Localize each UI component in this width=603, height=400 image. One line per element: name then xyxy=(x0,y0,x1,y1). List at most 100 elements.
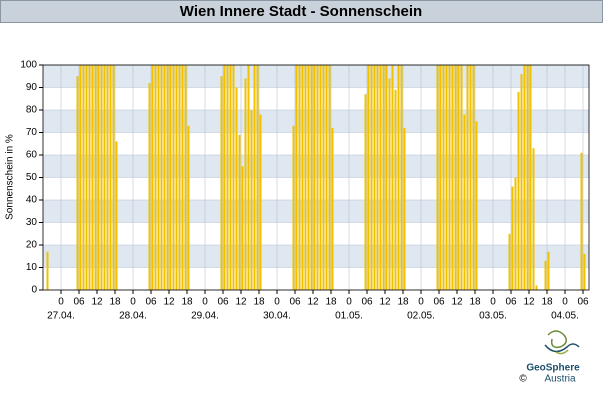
bar xyxy=(313,65,316,290)
bar xyxy=(445,65,448,290)
bar xyxy=(511,186,514,290)
bar xyxy=(82,65,85,290)
bar xyxy=(109,65,112,290)
plot-border xyxy=(42,64,590,291)
bar xyxy=(436,65,439,290)
bar xyxy=(580,152,583,290)
x-tick-label: 06 xyxy=(577,297,589,308)
x-date-label: 27.04. xyxy=(47,311,75,322)
bar xyxy=(376,65,379,290)
bar xyxy=(187,125,190,290)
x-tick-label: 0 xyxy=(418,297,424,308)
bar xyxy=(466,65,469,290)
bar xyxy=(181,65,184,290)
y-tick-label: 60 xyxy=(26,150,38,161)
bar xyxy=(160,65,163,290)
bar xyxy=(547,251,550,290)
bar xyxy=(226,65,229,290)
bar xyxy=(316,65,319,290)
bar xyxy=(322,65,325,290)
y-tick-label: 40 xyxy=(26,195,38,206)
bar xyxy=(508,233,511,290)
bar xyxy=(403,128,406,290)
bar xyxy=(379,65,382,290)
bar xyxy=(46,251,49,290)
bar xyxy=(448,65,451,290)
bar xyxy=(163,65,166,290)
bar xyxy=(298,65,301,290)
bar xyxy=(172,65,175,290)
bar xyxy=(244,78,247,290)
bar xyxy=(535,285,538,290)
bar xyxy=(259,114,262,290)
y-tick-label: 90 xyxy=(26,82,38,93)
bar xyxy=(388,78,391,290)
bar xyxy=(91,65,94,290)
x-tick-label: 18 xyxy=(469,297,481,308)
x-tick-label: 06 xyxy=(217,297,229,308)
bar xyxy=(475,121,478,290)
x-date-label: 28.04. xyxy=(119,311,147,322)
bar xyxy=(460,65,463,290)
x-tick-label: 06 xyxy=(505,297,517,308)
x-tick-label: 0 xyxy=(130,297,136,308)
bar xyxy=(223,65,226,290)
bar xyxy=(232,65,235,290)
bar xyxy=(301,65,304,290)
bar xyxy=(151,65,154,290)
bar xyxy=(184,65,187,290)
bar xyxy=(307,65,310,290)
bar xyxy=(469,65,472,290)
bar xyxy=(457,65,460,290)
bar xyxy=(256,65,259,290)
x-tick-label: 0 xyxy=(274,297,280,308)
y-tick-label: 70 xyxy=(26,127,38,138)
y-tick-label: 30 xyxy=(26,217,38,228)
x-tick-label: 12 xyxy=(307,297,319,308)
bar xyxy=(238,134,241,290)
plot-area: 0 10 20 30 40 50 60 70 80 90 100 0 06 12 18 0 06 12 18 0 06 1… xyxy=(20,60,590,322)
bar xyxy=(442,65,445,290)
x-tick-label: 12 xyxy=(91,297,103,308)
bar xyxy=(100,65,103,290)
x-date-label: 02.05. xyxy=(407,311,435,322)
x-date-label: 03.05. xyxy=(479,311,507,322)
logo-swirl xyxy=(547,330,567,349)
bar xyxy=(247,65,250,290)
bar xyxy=(520,74,523,290)
x-tick-label: 12 xyxy=(379,297,391,308)
bar xyxy=(85,65,88,290)
bar xyxy=(367,65,370,290)
x-tick-label: 18 xyxy=(541,297,553,308)
bar xyxy=(385,65,388,290)
bar xyxy=(253,65,256,290)
x-tick-label: 06 xyxy=(433,297,445,308)
bar xyxy=(229,65,232,290)
y-tick-label: 80 xyxy=(26,105,38,116)
bar xyxy=(391,65,394,290)
x-tick-label: 06 xyxy=(73,297,85,308)
bar xyxy=(394,89,397,290)
logo-name: GeoSphere xyxy=(526,363,580,374)
bar xyxy=(79,65,82,290)
bar xyxy=(115,141,118,290)
y-tick-label: 10 xyxy=(26,262,38,273)
bar xyxy=(472,65,475,290)
bar xyxy=(526,65,529,290)
bar xyxy=(178,65,181,290)
y-tick-label: 50 xyxy=(26,172,38,183)
copyright: © xyxy=(519,374,527,385)
x-tick-label: 12 xyxy=(451,297,463,308)
x-tick-label: 0 xyxy=(562,297,568,308)
x-tick-label: 18 xyxy=(109,297,121,308)
bar xyxy=(112,65,115,290)
grid-band xyxy=(43,155,589,178)
x-date-label: 04.05. xyxy=(551,311,579,322)
logo-country: Austria xyxy=(544,374,576,385)
bar xyxy=(397,65,400,290)
x-tick-label: 06 xyxy=(289,297,301,308)
bar xyxy=(157,65,160,290)
bar xyxy=(370,65,373,290)
x-tick-label: 06 xyxy=(361,297,373,308)
